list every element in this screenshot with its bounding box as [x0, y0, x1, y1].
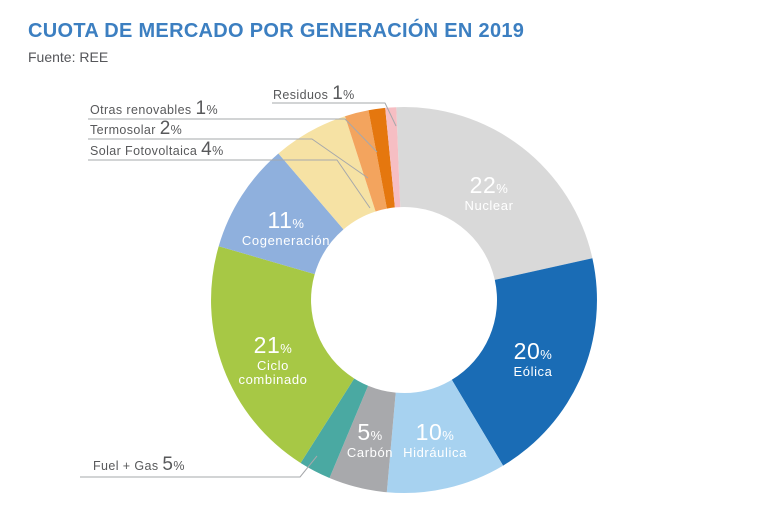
donut-segment-carbon	[329, 385, 396, 493]
donut-segment-nuclear	[396, 107, 593, 280]
segment-value-ciclo-combinado: 21%	[254, 332, 293, 358]
callout-label-solar-fotovoltaica: Solar Fotovoltaica 4%	[90, 139, 224, 160]
callout-line-termosolar	[88, 138, 369, 179]
segment-name-ciclo-combinado: Ciclo	[257, 358, 289, 373]
callout-label-termosolar: Termosolar 2%	[90, 118, 182, 139]
donut-segment-cogeneracion	[218, 153, 344, 275]
page-title: CUOTA DE MERCADO POR GENERACIÓN EN 2019	[28, 20, 525, 42]
segment-label-eolica: 20%Eólica	[513, 338, 552, 379]
segment-value-nuclear: 22%	[470, 172, 509, 198]
segment-value-eolica: 20%	[514, 338, 553, 364]
callout-label-fuel-gas: Fuel + Gas 5%	[93, 454, 185, 475]
donut-segment-eolica	[451, 258, 597, 466]
segment-label-nuclear: 22%Nuclear	[465, 172, 514, 213]
segment-name-carbon: Carbón	[347, 445, 393, 460]
donut-segment-solar-fotovoltaica	[278, 116, 376, 230]
callout-line-fuel-gas	[80, 455, 318, 478]
donut-segment-otras-renovables	[368, 107, 395, 209]
segment-label-hidraulica: 10%Hidráulica	[403, 419, 467, 460]
chart-header: CUOTA DE MERCADO POR GENERACIÓN EN 2019 …	[28, 20, 524, 65]
segment-name-ciclo-combinado: combinado	[239, 372, 308, 387]
segment-name-hidraulica: Hidráulica	[403, 445, 467, 460]
donut-segment-termosolar	[345, 110, 387, 212]
callout-line-solar-fotovoltaica	[88, 159, 371, 209]
segment-value-hidraulica: 10%	[416, 419, 455, 445]
segment-label-cogeneracion: 11%Cogeneración	[242, 207, 330, 248]
donut-segment-fuel-gas	[300, 378, 369, 478]
callout-line-residuos	[272, 102, 397, 127]
segment-name-cogeneracion: Cogeneración	[242, 233, 330, 248]
donut-segment-residuos	[385, 107, 401, 208]
callout-line-otras-renovables	[88, 118, 378, 153]
segment-name-nuclear: Nuclear	[465, 198, 514, 213]
segment-value-carbon: 5%	[357, 419, 382, 445]
callout-label-residuos: Residuos 1%	[273, 83, 355, 104]
donut-segment-ciclo-combinado	[211, 246, 355, 463]
chart-source: Fuente: REE	[28, 49, 109, 65]
donut-segment-hidraulica	[386, 379, 504, 493]
callout-label-otras-renovables: Otras renovables 1%	[90, 98, 218, 119]
segment-value-cogeneracion: 11%	[268, 207, 305, 233]
segment-label-carbon: 5%Carbón	[347, 419, 393, 460]
segment-name-eolica: Eólica	[513, 364, 552, 379]
